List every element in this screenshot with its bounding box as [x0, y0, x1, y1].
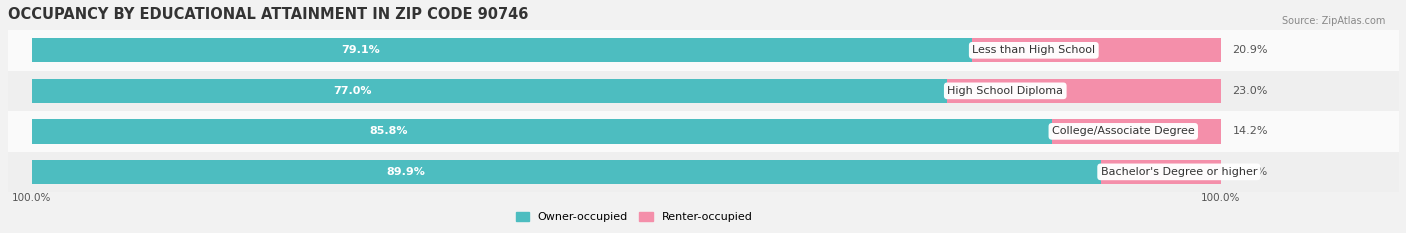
Legend: Owner-occupied, Renter-occupied: Owner-occupied, Renter-occupied	[516, 212, 752, 222]
Text: 14.2%: 14.2%	[1233, 126, 1268, 136]
Text: High School Diploma: High School Diploma	[948, 86, 1063, 96]
Bar	[8, 71, 1399, 111]
Text: 85.8%: 85.8%	[370, 126, 408, 136]
Bar	[32, 38, 972, 62]
Bar	[32, 119, 1052, 144]
Text: 77.0%: 77.0%	[333, 86, 371, 96]
Text: Bachelor's Degree or higher: Bachelor's Degree or higher	[1101, 167, 1257, 177]
Text: 23.0%: 23.0%	[1233, 86, 1268, 96]
Text: 100.0%: 100.0%	[13, 193, 52, 203]
Text: 10.1%: 10.1%	[1233, 167, 1268, 177]
Bar	[32, 160, 1101, 184]
Bar	[1101, 160, 1220, 184]
Text: 79.1%: 79.1%	[342, 45, 380, 55]
Text: 89.9%: 89.9%	[387, 167, 426, 177]
Bar	[8, 152, 1399, 192]
Bar	[8, 111, 1399, 152]
Bar	[1052, 119, 1220, 144]
Bar	[972, 38, 1220, 62]
Bar	[32, 79, 948, 103]
Bar	[948, 79, 1220, 103]
Text: Source: ZipAtlas.com: Source: ZipAtlas.com	[1281, 16, 1385, 26]
Text: 20.9%: 20.9%	[1233, 45, 1268, 55]
Text: 100.0%: 100.0%	[1201, 193, 1240, 203]
Text: Less than High School: Less than High School	[972, 45, 1095, 55]
Text: OCCUPANCY BY EDUCATIONAL ATTAINMENT IN ZIP CODE 90746: OCCUPANCY BY EDUCATIONAL ATTAINMENT IN Z…	[8, 7, 529, 22]
Bar	[8, 30, 1399, 71]
Text: College/Associate Degree: College/Associate Degree	[1052, 126, 1195, 136]
